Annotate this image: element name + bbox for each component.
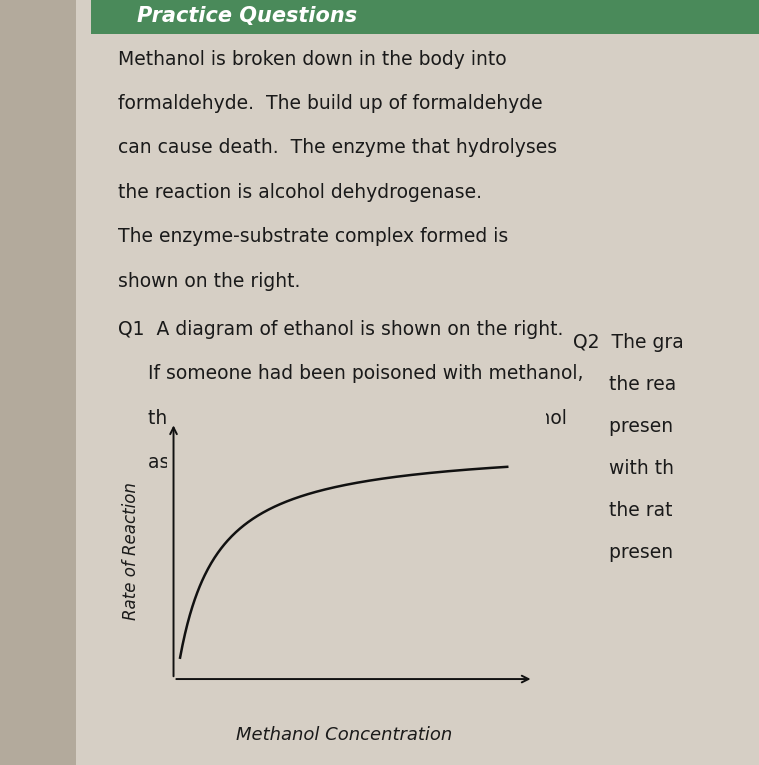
Text: shown on the right.: shown on the right. [118, 272, 300, 291]
Text: Rate of Reaction: Rate of Reaction [122, 482, 140, 620]
Text: the rea: the rea [573, 375, 676, 394]
Text: Methanol Concentration: Methanol Concentration [235, 726, 452, 744]
Text: The enzyme-substrate complex formed is: The enzyme-substrate complex formed is [118, 227, 508, 246]
Text: the reaction is alcohol dehydrogenase.: the reaction is alcohol dehydrogenase. [118, 183, 482, 202]
Text: the rat: the rat [573, 501, 672, 520]
Text: as soon as possible.  Explain why.: as soon as possible. Explain why. [118, 453, 464, 472]
Text: can cause death.  The enzyme that hydrolyses: can cause death. The enzyme that hydroly… [118, 138, 557, 158]
Text: Q1  A diagram of ethanol is shown on the right.: Q1 A diagram of ethanol is shown on the … [118, 320, 563, 339]
Text: with th: with th [573, 459, 674, 478]
Text: Methanol is broken down in the body into: Methanol is broken down in the body into [118, 50, 506, 69]
Text: formaldehyde.  The build up of formaldehyde: formaldehyde. The build up of formaldehy… [118, 94, 542, 113]
Text: If someone had been poisoned with methanol,: If someone had been poisoned with methan… [118, 364, 583, 383]
Bar [91, 0, 759, 34]
Text: Practice Questions: Practice Questions [137, 6, 357, 26]
Text: they could be helped by being given ethanol: they could be helped by being given etha… [118, 409, 566, 428]
Text: presen: presen [573, 543, 673, 562]
Bar [0, 0, 76, 765]
Text: Q2  The gra: Q2 The gra [573, 333, 684, 352]
Text: presen: presen [573, 417, 673, 436]
